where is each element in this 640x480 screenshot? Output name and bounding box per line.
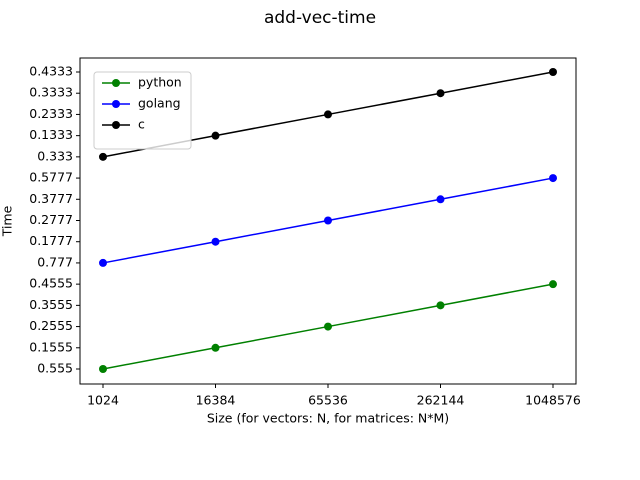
- marker: [211, 343, 220, 352]
- x-axis-label: Size (for vectors: N, for matrices: N*M): [207, 411, 449, 426]
- legend-label: golang: [138, 96, 181, 111]
- y-tick-label: 0.3555: [29, 297, 73, 312]
- legend-label: c: [138, 117, 145, 132]
- y-tick-label: 0.3777: [29, 191, 73, 206]
- y-tick-label: 0.4555: [29, 276, 73, 291]
- marker: [549, 280, 557, 289]
- legend-marker: [112, 121, 120, 129]
- legend-marker: [112, 79, 120, 87]
- y-tick-label: 0.3333: [29, 85, 73, 100]
- legend-marker: [112, 100, 120, 108]
- marker: [324, 110, 332, 119]
- marker: [436, 301, 445, 310]
- legend-box: [93, 71, 192, 150]
- marker: [211, 131, 220, 140]
- y-tick-label: 0.1555: [29, 339, 73, 354]
- marker: [99, 365, 107, 373]
- y-tick-label: 0.2333: [29, 106, 73, 121]
- marker: [324, 322, 332, 331]
- marker: [211, 237, 220, 246]
- y-tick-label: 0.777: [37, 254, 73, 269]
- x-tick-label: 1024: [87, 393, 119, 408]
- y-tick-label: 0.4333: [29, 64, 73, 79]
- y-tick-label: 0.1777: [29, 233, 73, 248]
- marker: [549, 174, 557, 183]
- legend-label: python: [138, 75, 182, 90]
- x-tick-label: 65536: [308, 393, 348, 408]
- x-tick-label: 262144: [417, 393, 465, 408]
- y-tick-label: 0.2555: [29, 318, 73, 333]
- y-tick-label: 0.333: [37, 148, 73, 163]
- x-tick-label: 16384: [196, 393, 236, 408]
- marker: [99, 258, 107, 267]
- y-axis-label: Time: [0, 205, 15, 237]
- x-tick-label: 1048576: [525, 393, 581, 408]
- y-tick-label: 0.2777: [29, 212, 73, 227]
- chart-title: add-vec-time: [264, 8, 376, 28]
- marker: [549, 68, 557, 76]
- y-tick-label: 0.1333: [29, 127, 73, 142]
- y-tick-label: 0.555: [37, 361, 73, 376]
- marker: [324, 216, 332, 225]
- marker: [436, 195, 445, 204]
- marker: [436, 89, 445, 98]
- y-tick-label: 0.5777: [29, 170, 73, 185]
- marker: [99, 152, 107, 161]
